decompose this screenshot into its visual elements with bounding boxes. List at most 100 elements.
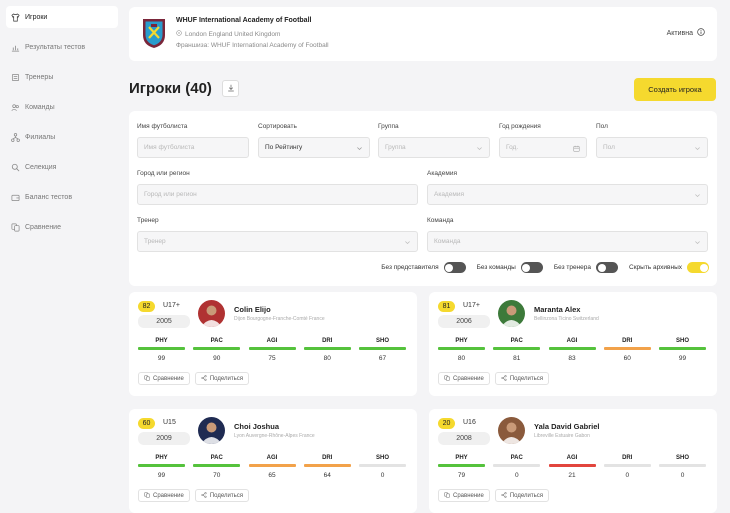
create-player-button[interactable]: Создать игрока xyxy=(634,78,716,101)
team-select[interactable]: Команда xyxy=(427,231,708,252)
city-input[interactable]: Город или регион xyxy=(137,184,418,205)
info-icon[interactable] xyxy=(697,28,705,38)
academy-select[interactable]: Академия xyxy=(427,184,708,205)
player-location: Libreville Estuaire Gabon xyxy=(534,433,590,439)
player-name[interactable]: Yala David Gabriel xyxy=(534,422,600,431)
stat-value: 67 xyxy=(378,354,387,362)
avatar xyxy=(498,417,525,444)
share-button[interactable]: Поделиться xyxy=(194,372,249,385)
stat-label: AGI xyxy=(266,455,278,461)
share-icon xyxy=(501,491,507,500)
sidebar-item-test-results[interactable]: Результаты тестов xyxy=(6,36,118,58)
stat-sho: SHO 99 xyxy=(659,338,706,362)
stat-label: SHO xyxy=(375,455,389,461)
stat-value: 0 xyxy=(514,471,519,479)
sidebar-item-players[interactable]: Игроки xyxy=(6,6,118,28)
sidebar-item-compare[interactable]: Сравнение xyxy=(6,216,118,238)
compare-button[interactable]: Сравнение xyxy=(438,372,490,385)
academy-logo xyxy=(141,18,167,49)
stat-agi: AGI 21 xyxy=(548,455,596,479)
stat-bar xyxy=(438,464,485,467)
stat-label: SHO xyxy=(375,338,389,344)
sidebar-item-label: Баланс тестов xyxy=(25,193,73,201)
toggle-no-representative[interactable] xyxy=(443,262,466,273)
chart-icon xyxy=(11,43,20,52)
chevron-down-icon xyxy=(476,145,483,152)
player-card[interactable]: 81 U17+ 2006 Maranta Alex Bellinzona Tic… xyxy=(429,292,717,396)
player-name[interactable]: Colin Elijo xyxy=(234,305,271,314)
share-button[interactable]: Поделиться xyxy=(194,489,249,502)
toggle-no-team[interactable] xyxy=(520,262,543,273)
player-card[interactable]: 20 U16 2008 Yala David Gabriel Librevill… xyxy=(429,409,717,513)
stat-bar xyxy=(303,347,351,350)
toggle-no-coach-label: Без тренера xyxy=(553,264,591,271)
compare-button[interactable]: Сравнение xyxy=(138,489,190,502)
group-select[interactable]: Группа xyxy=(378,137,490,158)
toggle-no-coach[interactable] xyxy=(596,262,618,273)
chevron-down-icon xyxy=(694,145,701,152)
avatar xyxy=(198,300,225,327)
player-name-input[interactable]: Имя футболиста xyxy=(137,137,249,158)
filter-birth-year-label: Год рождения xyxy=(499,123,541,130)
sidebar-item-label: Тренеры xyxy=(25,73,54,81)
stat-bar xyxy=(248,347,296,350)
download-button[interactable] xyxy=(222,80,239,97)
age-group: U15 xyxy=(163,419,176,426)
stat-dri: DRI 0 xyxy=(603,455,651,479)
compare-button[interactable]: Сравнение xyxy=(138,372,190,385)
rating-badge: 60 xyxy=(138,418,155,429)
share-button[interactable]: Поделиться xyxy=(494,372,549,385)
filter-name-label: Имя футболиста xyxy=(137,123,188,130)
shirt-icon xyxy=(11,12,20,22)
toggle-hide-archived[interactable] xyxy=(687,262,709,273)
compare-label: Сравнение xyxy=(453,492,484,499)
download-icon xyxy=(227,84,235,94)
sidebar-item-coaches[interactable]: Тренеры xyxy=(6,66,118,88)
stat-value: 60 xyxy=(623,354,631,362)
stat-bar xyxy=(359,464,406,467)
age-group: U17+ xyxy=(163,302,180,309)
age-group: U17+ xyxy=(463,302,480,309)
title-row: Игроки (40) Создать игрока xyxy=(129,65,717,111)
player-name[interactable]: Choi Joshua xyxy=(234,422,280,431)
search-icon xyxy=(11,163,20,172)
stat-value: 99 xyxy=(678,354,687,362)
sidebar-item-label: Игроки xyxy=(25,13,48,21)
stat-value: 83 xyxy=(568,354,576,362)
compare-label: Сравнение xyxy=(453,375,484,382)
pin-icon xyxy=(176,30,182,38)
stat-phy: PHY 99 xyxy=(138,455,185,479)
sidebar-item-test-balance[interactable]: Баланс тестов xyxy=(6,186,118,208)
stat-label: PAC xyxy=(510,338,523,344)
player-name[interactable]: Maranta Alex xyxy=(534,305,581,314)
birth-year-input[interactable]: Год. xyxy=(499,137,587,158)
share-button[interactable]: Поделиться xyxy=(494,489,549,502)
sidebar-item-label: Филиалы xyxy=(25,133,56,141)
share-icon xyxy=(501,374,507,383)
stat-label: AGI xyxy=(566,455,578,461)
filter-team-label: Команда xyxy=(427,217,454,224)
stat-value: 0 xyxy=(380,471,385,479)
stat-value: 21 xyxy=(568,471,576,479)
calendar-icon[interactable] xyxy=(573,145,580,152)
stat-label: DRI xyxy=(322,455,333,461)
stat-bar xyxy=(659,464,706,467)
stat-label: PHY xyxy=(455,338,468,344)
sidebar-item-label: Результаты тестов xyxy=(25,43,86,51)
compare-icon xyxy=(11,223,20,232)
compare-button[interactable]: Сравнение xyxy=(438,489,490,502)
compare-icon xyxy=(144,374,150,383)
sidebar-item-selection[interactable]: Селекция xyxy=(6,156,118,178)
birth-year: 2008 xyxy=(438,432,490,445)
stat-value: 90 xyxy=(213,354,221,362)
player-card[interactable]: 60 U15 2009 Choi Joshua Lyon Auvergne-Rh… xyxy=(129,409,417,513)
share-icon xyxy=(201,491,207,500)
stat-value: 0 xyxy=(680,471,685,479)
sidebar-item-branches[interactable]: Филиалы xyxy=(6,126,118,148)
coach-select[interactable]: Тренер xyxy=(137,231,418,252)
compare-label: Сравнение xyxy=(153,492,184,499)
gender-select[interactable]: Пол xyxy=(596,137,708,158)
player-card[interactable]: 82 U17+ 2005 Colin Elijo Dijon Bourgogne… xyxy=(129,292,417,396)
sort-select[interactable]: По Рейтингу xyxy=(258,137,370,158)
sidebar-item-teams[interactable]: Команды xyxy=(6,96,118,118)
